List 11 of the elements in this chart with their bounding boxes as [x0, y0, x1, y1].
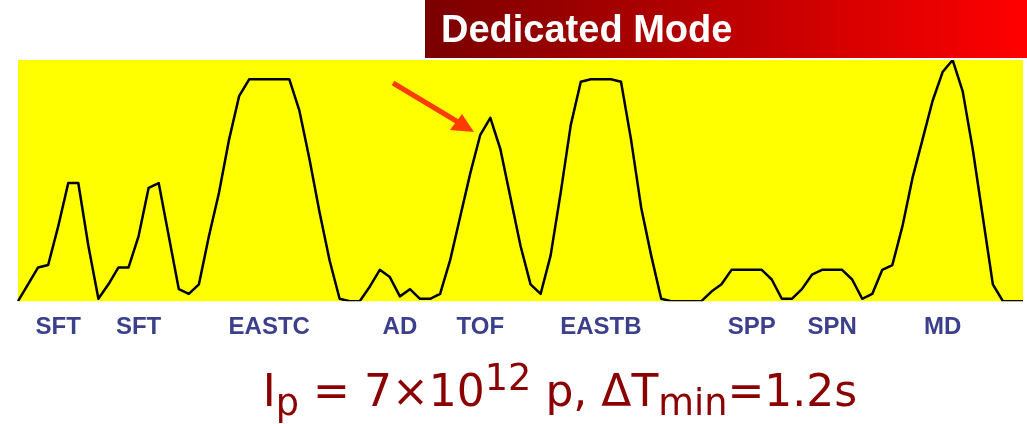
x-tick-label: EASTC: [228, 312, 310, 340]
chart-title: Dedicated Mode: [425, 0, 1027, 58]
x-tick-label: MD: [923, 312, 962, 340]
x-tick-label: AD: [382, 312, 418, 340]
x-tick-label: SPN: [807, 312, 857, 340]
x-tick-label: SFT: [115, 312, 162, 340]
x-tick-label: EASTB: [560, 312, 642, 340]
x-tick-label: SFT: [35, 312, 82, 340]
text: I$_{p}$ = 7×10$^{12}$ p, ΔT$_{min}$=1.2s: [261, 355, 859, 424]
x-tick-label: SPP: [727, 312, 776, 340]
x-tick-label: TOF: [456, 312, 505, 340]
